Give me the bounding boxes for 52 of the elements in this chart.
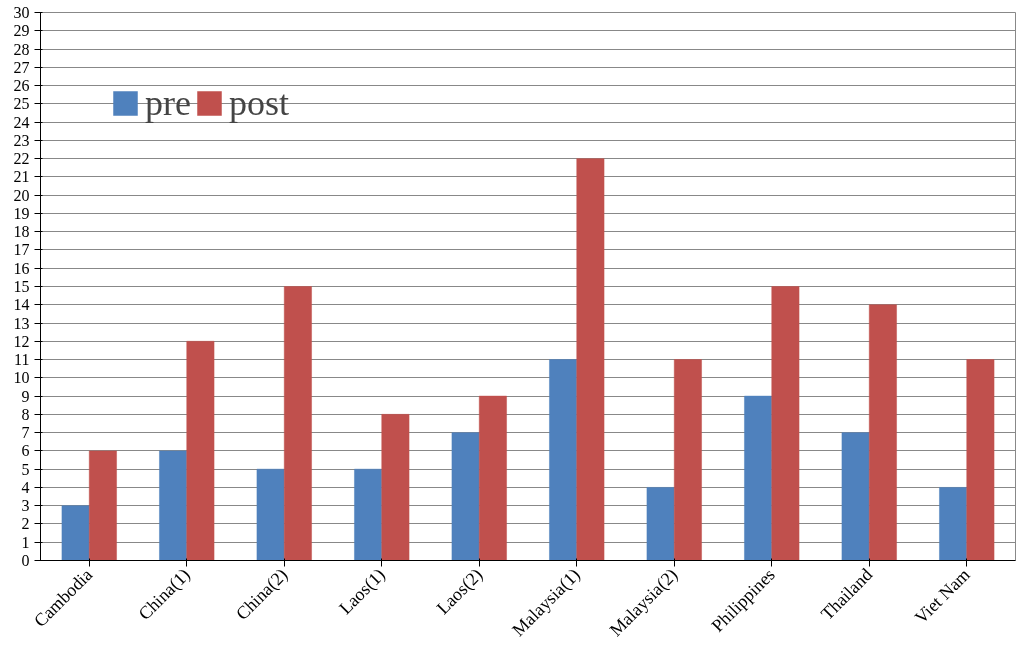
y-tick-label: 1 <box>21 533 30 551</box>
y-tick-label: 0 <box>21 552 30 569</box>
bar <box>869 304 897 561</box>
bar <box>256 468 285 561</box>
y-tick-label: 14 <box>13 296 30 314</box>
y-tick-label: 12 <box>13 332 30 350</box>
bar <box>646 487 675 561</box>
bar <box>451 432 480 561</box>
y-tick-label: 13 <box>13 314 30 332</box>
y-tick-label: 23 <box>13 131 30 149</box>
bar <box>284 286 312 561</box>
y-tick-label: 30 <box>13 4 30 21</box>
bar <box>159 450 187 561</box>
y-tick-label: 9 <box>21 387 30 405</box>
y-tick-label: 19 <box>13 204 30 222</box>
bar <box>966 359 995 561</box>
bar <box>89 450 117 561</box>
x-tick-label: Viet Nam <box>910 564 974 628</box>
y-tick-label: 16 <box>13 259 30 277</box>
bar <box>549 359 577 561</box>
bar <box>479 395 507 561</box>
y-tick-label: 27 <box>13 58 30 76</box>
y-tick-label: 24 <box>13 113 30 131</box>
bar <box>381 414 410 561</box>
y-tick-label: 22 <box>13 150 30 168</box>
bar <box>576 158 605 561</box>
y-tick-label: 18 <box>13 223 30 241</box>
y-tick-label: 20 <box>13 186 30 204</box>
y-tick-label: 2 <box>21 515 30 533</box>
bar <box>841 432 870 561</box>
y-tick-label: 17 <box>13 241 30 259</box>
y-tick-label: 29 <box>13 22 30 40</box>
bar <box>61 505 90 561</box>
y-tick-label: 4 <box>21 478 30 496</box>
y-tick-label: 6 <box>21 442 30 460</box>
bar <box>186 341 215 561</box>
y-tick-label: 28 <box>13 40 30 58</box>
y-tick-label: 10 <box>13 369 30 387</box>
y-tick-label: 5 <box>21 460 30 478</box>
y-tick-label: 25 <box>13 95 30 113</box>
y-tick-label: 11 <box>14 351 30 369</box>
y-tick-label: 26 <box>13 77 30 95</box>
bar <box>939 487 967 561</box>
bar <box>674 359 702 561</box>
bar <box>771 286 800 561</box>
bar <box>744 395 772 561</box>
y-tick-label: 15 <box>13 278 30 295</box>
y-tick-label: 8 <box>21 405 30 423</box>
y-tick-label: 21 <box>13 168 30 186</box>
y-tick-label: 3 <box>21 497 30 515</box>
bar <box>354 468 382 561</box>
y-tick-label: 7 <box>21 424 30 442</box>
